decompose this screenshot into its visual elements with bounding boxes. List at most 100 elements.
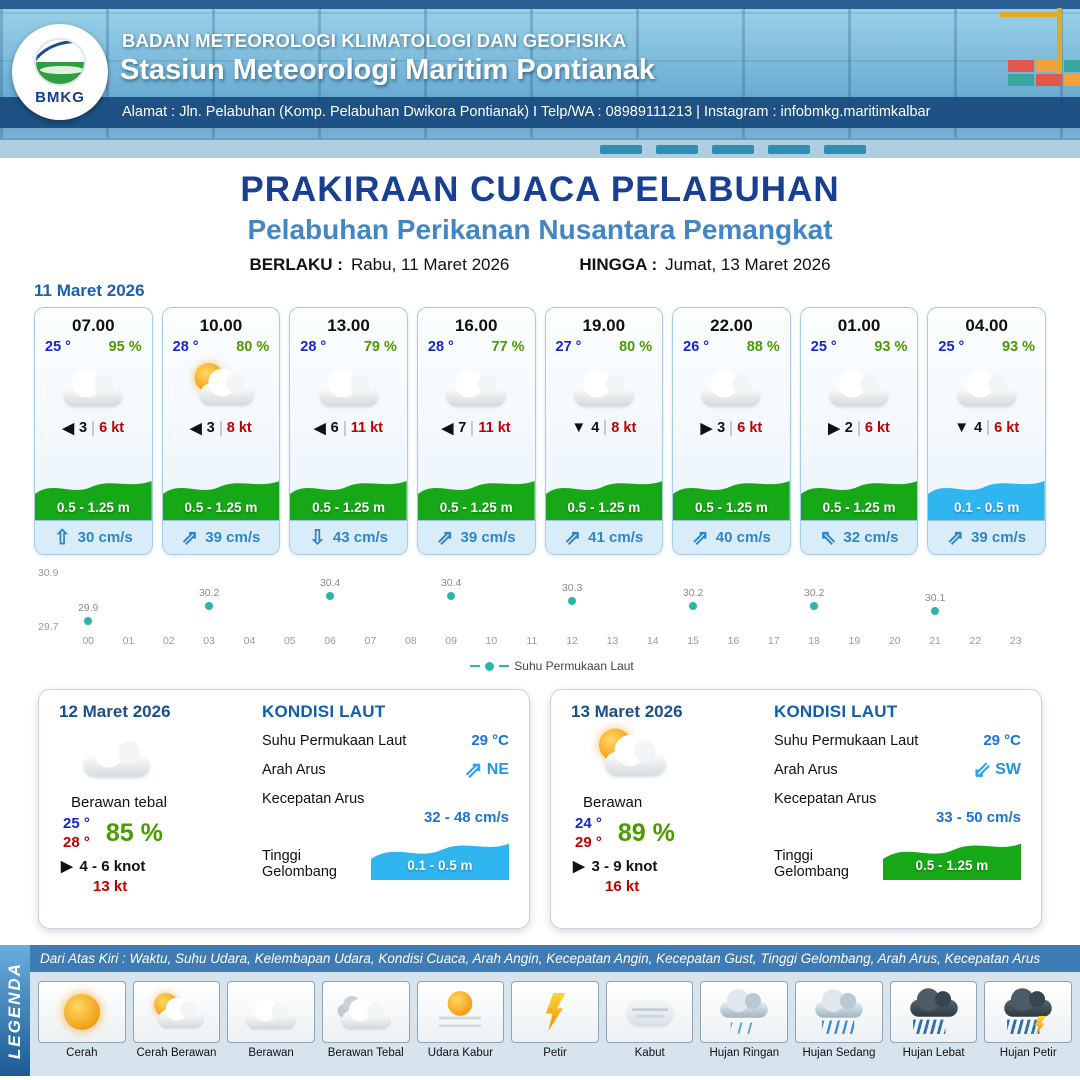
divider [730,420,733,436]
current-dir-label: Arah Arus [774,762,838,778]
hujan-sedang-icon [809,988,870,1036]
page-title: PRAKIRAAN CUACA PELABUHAN [240,170,840,209]
air-temp: 26 ° [683,339,710,355]
forecast-card: 16.00 28 ° 77 % ◀ 7 11 kt 0.5 - 1.25 m ⇗… [416,307,536,555]
wave-shape [673,481,790,520]
daily-cards: 12 Maret 2026 Berawan tebal 25 ° 28 ° 85… [38,689,1042,929]
air-temp: 27 ° [555,339,582,355]
wave-band: 0.5 - 1.25 m [417,474,535,520]
daily-card: 12 Maret 2026 Berawan tebal 25 ° 28 ° 85… [38,689,530,929]
legend-item: Kabut [605,981,694,1067]
gust-speed: 11 kt [478,420,511,436]
legend-item: Hujan Lebat [889,981,978,1067]
sea-conditions-title: KONDISI LAUT [262,702,386,721]
legend-item-label: Kabut [634,1047,665,1059]
valid-from-value: Rabu, 11 Maret 2026 [350,255,510,274]
daily-date: 13 Maret 2026 [571,702,683,721]
wave-height: 0.5 - 1.25 m [695,500,768,515]
udara-kabur-icon [430,988,491,1036]
forecast-time: 04.00 [965,316,1008,335]
sst-chart: 30.9 29.7 29.9 30.2 30.4 30.4 30.3 30.2 30.2 30… [38,567,1042,673]
gust-speed: 6 kt [864,420,890,436]
sea-conditions-column: KONDISI LAUT Suhu Permukaan Laut 29 °C A… [262,702,509,916]
sst-point: 30.1 [925,592,945,615]
current-direction-value: NE [486,761,509,778]
sst-series-name: Suhu Permukaan Laut [514,659,634,673]
current-speed-value: 33 - 50 cm/s [935,809,1021,826]
sst-point-label: 30.2 [198,587,220,599]
forecast-card: 07.00 25 ° 95 % ◀ 3 6 kt 0.5 - 1.25 m ⇧ … [34,307,153,555]
legend-line [499,665,510,667]
sst-xaxis: 00 01 02 03 04 05 06 07 08 09 10 11 12 13 14 15 16 17 18 19… [68,635,1036,647]
wave-shape [370,843,509,880]
sst-point-label: 30.4 [319,577,341,589]
legend-item-label: Hujan Petir [999,1047,1057,1059]
legend-item-label: Cerah [66,1047,98,1059]
wave-shape [35,481,152,520]
legend-item-label: Petir [543,1047,567,1059]
sst-row: Suhu Permukaan Laut 29 °C [262,732,509,749]
daily-icon-slot [571,728,760,788]
berawan-icon [822,357,896,415]
wind-direction-icon: ◀ [62,420,75,437]
x-tick: 20 [888,635,901,647]
sst-point: 29.9 [78,602,98,625]
x-tick: 12 [566,635,578,647]
benches-illustration [600,145,642,154]
x-tick: 07 [364,635,377,647]
legend-item: Hujan Sedang [795,981,883,1067]
legend-item-label: Hujan Lebat [902,1047,965,1059]
wind-direction-icon: ▶ [700,420,713,437]
legend-item: Hujan Ringan [700,981,789,1067]
x-tick: 15 [687,635,699,647]
daily-wind: 3 - 9 knot [591,857,658,875]
current-direction-row: Arah Arus ⇗ NE [262,759,509,781]
hujan-lebat-icon [903,988,964,1036]
wind-speed: 3 [206,420,215,436]
hujan-petir-icon [998,988,1059,1036]
valid-to-label: HINGGA : [579,255,658,274]
wind-speed: 6 [330,420,339,436]
x-tick: 19 [848,635,861,647]
humidity: 95 % [108,339,142,355]
organization-name: BADAN METEOROLOGI KLIMATOLOGI DAN GEOFIS… [122,30,627,51]
bmkg-logo: BMKG [12,24,108,120]
current-row: ⇗ 39 cm/s [162,520,280,554]
wind-speed: 4 [591,419,600,436]
air-temp: 28 ° [300,339,327,355]
current-speed-label: Kecepatan Arus [262,791,365,807]
sst-point-label: 30.2 [682,587,704,599]
wind-row: ▶ 2 6 kt [801,417,918,441]
wave-label: Tinggi Gelombang [262,848,337,880]
x-tick: 14 [646,635,659,647]
legend-item-label: Cerah Berawan [136,1047,217,1059]
gust-speed: 6 kt [737,420,763,436]
temp-humidity-row: 28 ° 80 % [163,336,280,355]
wave-band: 0.5 - 1.25 m [673,474,790,520]
legend-vertical-label: LEGENDA [5,961,24,1060]
sst-point-label: 30.2 [803,587,825,599]
forecast-card: 01.00 25 ° 93 % ▶ 2 6 kt 0.5 - 1.25 m ⇖ … [799,307,919,555]
y-axis-min: 29.7 [38,621,59,633]
legend-item: Hujan Petir [984,981,1073,1067]
divider [471,420,474,436]
cerah-icon [51,988,112,1036]
sst-value: 29 °C [471,732,509,749]
current-direction: ⇗ NE [464,759,509,781]
berawan-icon [241,988,302,1036]
current-direction-icon: ⇗ [564,526,582,549]
wave-band: 0.5 - 1.25 m [800,474,918,520]
forecast-card: 10.00 28 ° 80 % ◀ 3 8 kt 0.5 - 1.25 m ⇗ … [161,307,281,555]
sst-label: Suhu Permukaan Laut [262,732,407,749]
daily-gust: 13 kt [93,878,128,895]
x-tick: 02 [162,635,175,647]
current-speed: 43 cm/s [332,529,388,546]
forecast-time: 19.00 [582,316,626,335]
current-direction-icon: ⇖ [819,526,837,549]
wave-band: 0.5 - 1.25 m [35,474,152,520]
weather-icon-slot [673,355,790,417]
divider [857,420,860,436]
wind-direction-icon: ▶ [61,858,73,875]
berawan-icon [567,357,641,415]
cerah-berawan-icon [587,722,670,787]
